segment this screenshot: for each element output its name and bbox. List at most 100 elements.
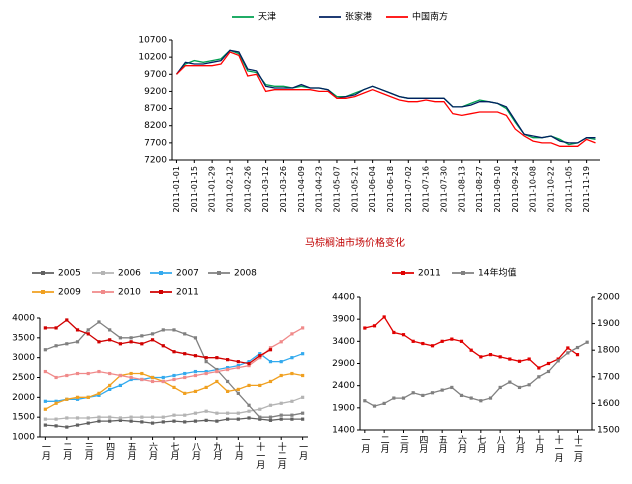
y2-tick-label: 1500 [597,426,620,436]
point-marker [215,379,219,384]
x-tick-label: 2011-04-23 [315,166,324,213]
point-marker [118,416,122,420]
legend-label: 2009 [58,288,81,298]
point-marker [118,418,122,422]
point-marker [301,411,305,415]
y-tick-label: 7200 [144,156,167,166]
point-marker [421,393,425,398]
point-marker [301,326,305,330]
legend-label: 2005 [58,269,81,279]
point-marker [108,328,112,332]
point-marker [469,348,473,352]
y-tick-label: 1900 [332,403,355,413]
point-marker [215,369,219,374]
point-marker [97,393,101,397]
legend-marker [461,271,465,275]
y2-tick-label: 2000 [597,293,620,303]
point-marker [430,391,435,395]
legend-marker [217,271,221,275]
y-tick-label: 10700 [138,36,167,46]
point-marker [129,375,133,380]
point-marker [54,417,58,421]
x-tick-label: 2011-01-15 [190,166,199,213]
point-marker [150,338,155,342]
x-tick-label: 九月 [211,442,222,461]
point-marker [118,373,122,378]
point-marker [204,409,208,413]
x-tick-label: 2011-07-30 [439,166,448,213]
legend-label: 2006 [118,269,141,279]
point-marker [54,401,58,405]
point-marker [508,380,512,384]
point-marker [215,411,219,415]
point-marker [204,385,208,390]
point-marker [279,413,283,417]
y-tick-label: 8700 [144,104,167,114]
point-marker [258,356,262,360]
point-marker [150,375,155,380]
point-marker [215,367,219,372]
x-tick-label: 十月 [533,434,544,454]
point-marker [301,352,305,356]
y-tick-label: 4400 [332,293,355,303]
point-marker [236,365,240,370]
y-tick-label: 9200 [144,87,167,97]
point-marker [498,355,502,359]
x-tick-label: 十一月 [254,441,265,470]
point-marker [226,389,230,393]
point-marker [258,354,262,358]
point-marker [279,340,283,344]
point-marker [268,379,273,384]
point-marker [97,369,101,374]
point-marker [204,356,208,360]
point-marker [527,383,531,387]
point-marker [75,423,80,427]
point-marker [172,377,176,382]
point-marker [65,373,69,378]
point-marker [508,357,512,361]
point-marker [150,332,155,336]
x-tick-label: 2011-02-12 [225,166,234,213]
point-marker [129,419,133,423]
x-tick-label: 一月 [40,442,51,461]
point-marker [247,362,251,366]
point-marker [204,369,208,374]
x-tick-label: 2011-06-04 [368,166,377,213]
point-marker [430,344,435,348]
x-tick-label: 八月 [190,442,201,461]
x-tick-label: 七月 [169,442,180,461]
x-tick-label: 八月 [495,435,506,454]
point-marker [392,396,396,400]
point-marker [183,413,187,417]
legend-marker [41,271,45,275]
point-marker [150,415,155,419]
x-tick-label: 二月 [61,442,72,461]
point-marker [65,318,69,322]
series-line [364,341,588,407]
point-marker [290,413,294,417]
point-marker [290,356,294,360]
y-tick-label: 3500 [12,333,35,343]
point-marker [161,415,165,419]
point-marker [108,419,112,423]
x-tick-label: 2011-11-05 [564,166,573,213]
legend-label: 14年均值 [478,267,516,279]
point-marker [226,379,230,384]
point-marker [65,397,69,401]
point-marker [279,401,283,405]
series-line [45,327,303,383]
point-marker [129,340,133,344]
point-marker [161,379,165,384]
point-marker [382,401,386,405]
y-tick-label: 10200 [138,53,167,63]
point-marker [54,375,58,380]
legend-marker [41,290,45,294]
x-tick-label: 2011-08-27 [475,166,484,213]
x-tick-label: 2011-03-12 [261,166,270,213]
point-marker [140,371,144,376]
point-marker [469,396,473,400]
point-marker [75,328,80,332]
point-marker [172,373,176,378]
point-marker [236,391,240,395]
